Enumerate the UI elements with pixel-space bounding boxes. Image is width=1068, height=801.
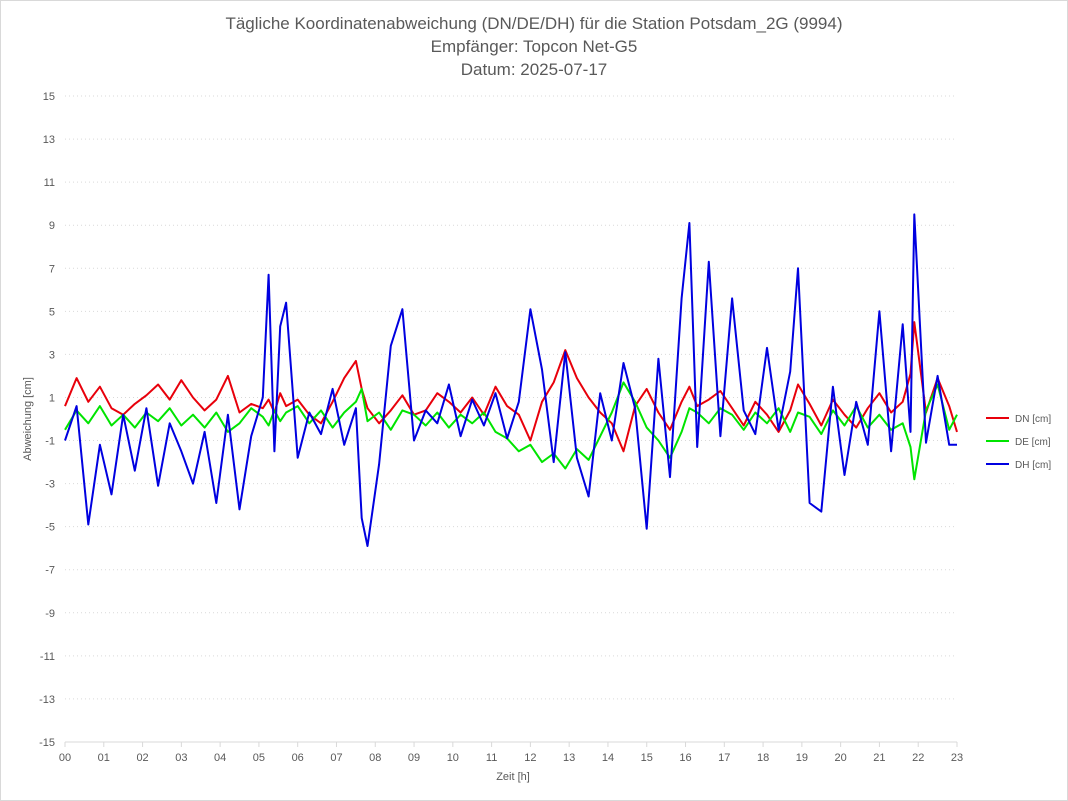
x-tick-label: 12: [524, 752, 536, 764]
x-tick-label: 05: [253, 752, 265, 764]
series-line-2: [64, 213, 957, 547]
series-line-1: [64, 381, 958, 481]
x-tick-label: 21: [873, 752, 885, 764]
x-tick-label: 00: [59, 752, 71, 764]
title-line-3: Datum: 2025-07-17: [461, 60, 607, 79]
y-tick-label: -7: [45, 565, 55, 577]
legend-label-1: DE [cm]: [1015, 437, 1051, 448]
x-tick-label: 23: [951, 752, 963, 764]
chart-title: Tägliche Koordinatenabweichung (DN/DE/DH…: [225, 14, 842, 79]
y-tick-label: 5: [49, 306, 55, 318]
x-tick-label: 02: [136, 752, 148, 764]
x-tick-label: 01: [98, 752, 110, 764]
y-tick-label: 3: [49, 349, 55, 361]
y-tick-label: -5: [45, 522, 55, 534]
y-tick-label: -11: [40, 651, 55, 663]
x-axis-label: Zeit [h]: [496, 771, 530, 783]
y-axis-label: Abweichung [cm]: [22, 377, 34, 461]
y-tick-label: -3: [45, 479, 55, 491]
x-tick-label: 06: [292, 752, 304, 764]
title-line-2: Empfänger: Topcon Net-G5: [431, 37, 638, 56]
y-tick-label: 7: [49, 263, 55, 275]
y-tick-label: -15: [39, 737, 55, 749]
x-tick-label: 19: [796, 752, 808, 764]
x-tick-label: 03: [175, 752, 187, 764]
y-tick-label: 11: [44, 177, 55, 189]
x-tick-label: 22: [912, 752, 924, 764]
legend: DN [cm] DE [cm] DH [cm]: [986, 414, 1051, 471]
y-tick-label: -9: [45, 608, 55, 620]
x-tick-label: 11: [486, 752, 497, 764]
y-tick-label: 1: [49, 392, 55, 404]
x-tick-label: 04: [214, 752, 226, 764]
legend-label-0: DN [cm]: [1015, 414, 1051, 425]
x-tick-label: 15: [641, 752, 653, 764]
x-tick-label: 09: [408, 752, 420, 764]
x-tick-label: 16: [679, 752, 691, 764]
x-tick-label: 18: [757, 752, 769, 764]
x-tick-label: 10: [447, 752, 459, 764]
series-lines: [64, 213, 958, 547]
x-axis-ticks: 00 01 02 03 04 05 06 07 08 09 10 11 12 13 14 15 16 17 18 19…: [59, 742, 963, 764]
x-tick-label: 17: [718, 752, 730, 764]
y-tick-label: -1: [45, 436, 55, 448]
y-axis-ticks: 15 13 11 9 7 5 3 1 -1 -3 -5 -7 -9 -11 -13 -15: [39, 91, 55, 749]
x-tick-label: 08: [369, 752, 381, 764]
y-tick-label: -13: [39, 694, 55, 706]
x-tick-label: 07: [330, 752, 342, 764]
y-tick-label: 13: [43, 134, 55, 146]
title-line-1: Tägliche Koordinatenabweichung (DN/DE/DH…: [225, 14, 842, 33]
x-tick-label: 14: [602, 752, 614, 764]
legend-label-2: DH [cm]: [1015, 460, 1051, 471]
x-tick-label: 13: [563, 752, 575, 764]
y-tick-label: 9: [49, 220, 55, 232]
series-line-0: [64, 321, 958, 453]
x-tick-label: 20: [835, 752, 847, 764]
y-tick-label: 15: [43, 91, 55, 103]
